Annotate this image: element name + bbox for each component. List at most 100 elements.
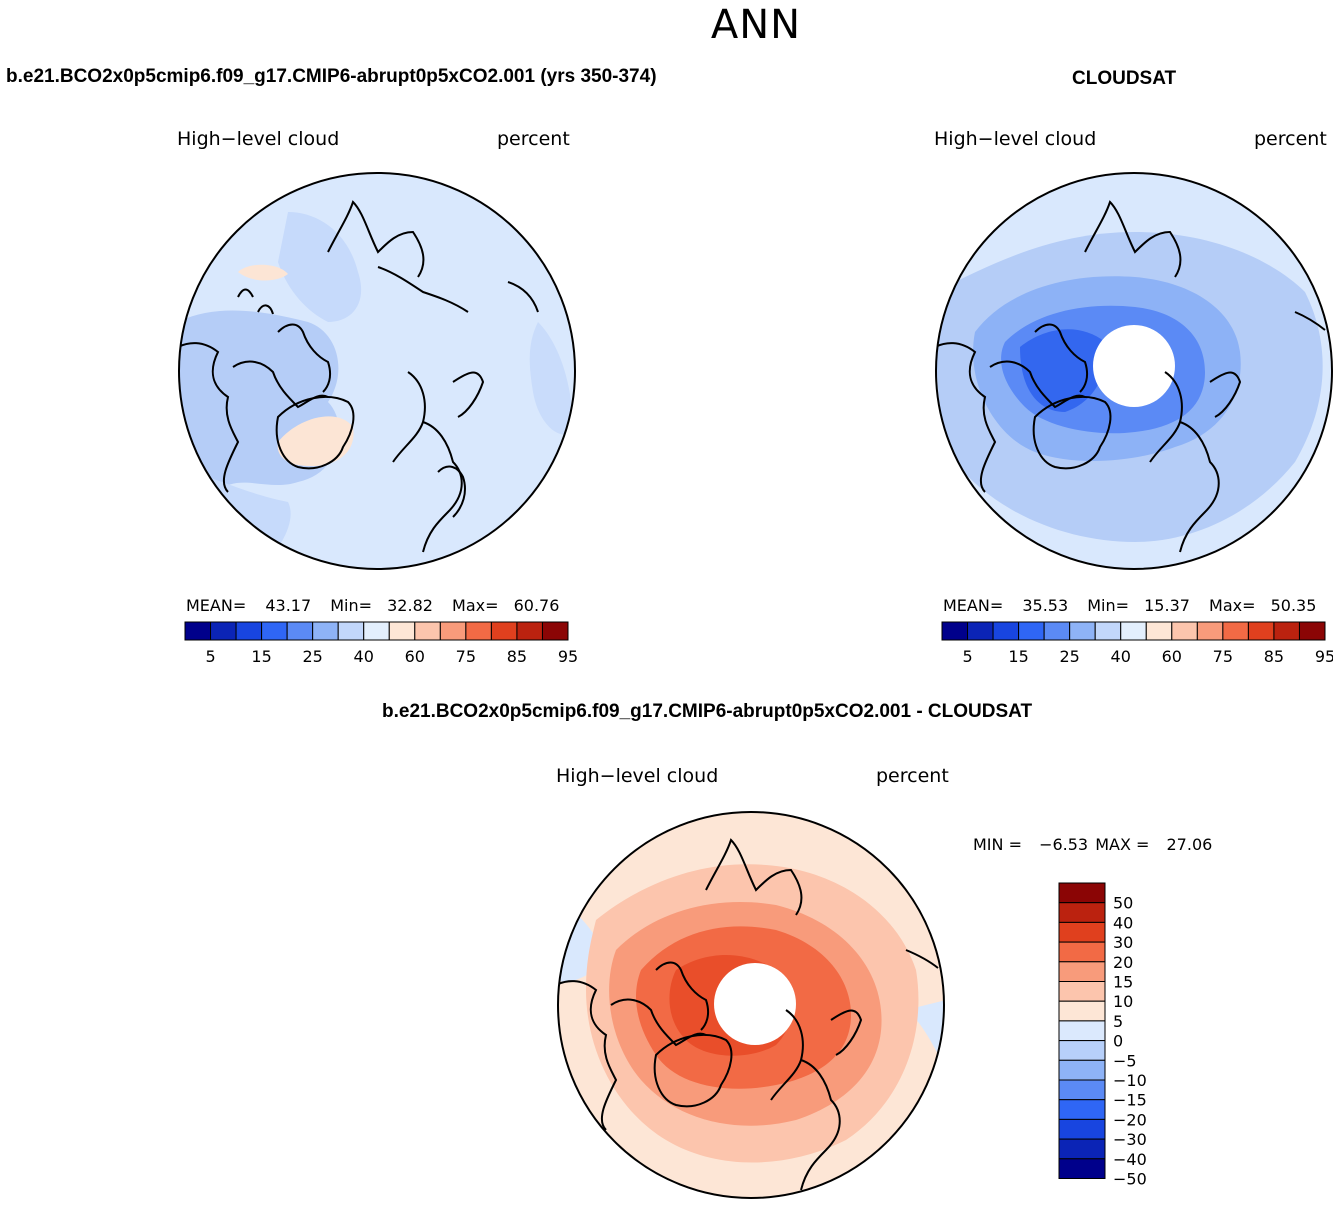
- diff-colorbar-label: 0: [1113, 1032, 1123, 1051]
- model-colorbar-box: [210, 621, 237, 641]
- diff-colorbar-label: 50: [1113, 894, 1133, 913]
- model-colorbar-label: 40: [354, 647, 374, 666]
- diff-stats: MIN = −6.53 MAX = 27.06: [973, 836, 1212, 854]
- model-map-border: [178, 172, 576, 570]
- model-polar-map: [178, 172, 576, 570]
- model-field-low-west: [179, 310, 340, 495]
- obs-units-label: percent: [1254, 128, 1327, 150]
- obs-colorbar-label: 60: [1162, 647, 1182, 666]
- obs-colorbar: 5 15 25 40 60 75 85 95: [941, 621, 1333, 666]
- obs-colorbar-box: [1018, 621, 1045, 641]
- model-colorbar-label: 5: [205, 647, 215, 666]
- diff-colorbar-box: [1058, 1099, 1106, 1120]
- diff-variable-label: High−level cloud: [556, 765, 719, 787]
- model-case-title: b.e21.BCO2x0p5cmip6.f09_g17.CMIP6-abrupt…: [6, 66, 657, 87]
- obs-colorbar-label: 75: [1213, 647, 1233, 666]
- model-colorbar-box: [286, 621, 314, 641]
- obs-colorbar-box: [1222, 621, 1249, 641]
- diff-min-value: −6.53: [1039, 835, 1089, 854]
- model-colorbar: 5 15 25 40 60 75 85 95: [184, 621, 578, 666]
- model-max-value: 60.76: [513, 596, 560, 615]
- diff-colorbar-label: 20: [1113, 953, 1133, 972]
- diff-colorbar-label: −20: [1113, 1110, 1147, 1129]
- diff-colorbar-label: 15: [1113, 973, 1133, 992]
- season-title: ANN: [710, 2, 802, 48]
- obs-colorbar-label: 40: [1111, 647, 1131, 666]
- diff-colorbar-label: 5: [1113, 1012, 1123, 1031]
- model-max-label: Max=: [452, 596, 499, 615]
- model-field-warm-greenland: [277, 416, 354, 467]
- obs-max-value: 50.35: [1270, 596, 1317, 615]
- diff-colorbar-box: [1058, 1000, 1106, 1022]
- model-colorbar-box: [337, 621, 365, 641]
- obs-colorbar-label: 25: [1059, 647, 1079, 666]
- diff-max-label: MAX =: [1095, 835, 1150, 854]
- obs-max-label: Max=: [1209, 596, 1256, 615]
- diff-colorbar-box: [1058, 1040, 1106, 1061]
- obs-colorbar-box: [941, 621, 969, 641]
- model-min-value: 32.82: [387, 596, 433, 615]
- obs-colorbar-label: 85: [1264, 647, 1284, 666]
- model-colorbar-label: 60: [405, 647, 425, 666]
- model-colorbar-box: [363, 621, 390, 641]
- obs-colorbar-label: 15: [1008, 647, 1028, 666]
- obs-colorbar-box: [1196, 621, 1224, 641]
- obs-map-border: [935, 172, 1333, 570]
- diff-colorbar-box: [1058, 1079, 1106, 1101]
- obs-min-label: Min=: [1087, 596, 1130, 615]
- diff-colorbar-box: [1058, 941, 1106, 963]
- model-mean-value: 43.17: [265, 596, 312, 615]
- model-units-label: percent: [497, 128, 570, 150]
- obs-colorbar-box: [1094, 621, 1122, 641]
- diff-colorbar-box: [1058, 902, 1106, 923]
- obs-colorbar-box: [1273, 621, 1300, 641]
- model-colorbar-box: [261, 621, 288, 641]
- obs-colorbar-box: [1145, 621, 1173, 641]
- obs-colorbar-label: 5: [962, 647, 972, 666]
- model-field-low-n: [278, 212, 362, 322]
- model-colorbar-box: [388, 621, 416, 641]
- diff-colorbar-box: [1058, 882, 1106, 904]
- model-coastlines: [179, 200, 539, 553]
- diff-map-border: [557, 811, 945, 1199]
- obs-colorbar-label: 95: [1315, 647, 1333, 666]
- diff-colorbar-label: −50: [1113, 1170, 1147, 1189]
- diff-colorbar-label: 40: [1113, 913, 1133, 932]
- model-field-warm-n: [238, 264, 288, 281]
- model-field-low-east: [529, 322, 573, 435]
- obs-polar-map: [935, 172, 1333, 570]
- model-colorbar-label: 25: [302, 647, 322, 666]
- diff-colorbar-label: 10: [1113, 992, 1133, 1011]
- model-colorbar-box: [516, 621, 543, 641]
- obs-stats: MEAN= 35.53 Min= 15.37 Max= 50.35: [943, 597, 1316, 615]
- model-min-label: Min=: [330, 596, 373, 615]
- diff-colorbar-label: −5: [1113, 1051, 1137, 1070]
- obs-coastlines: [936, 200, 1326, 553]
- obs-colorbar-box: [1120, 621, 1147, 641]
- diff-colorbar-box: [1058, 1020, 1106, 1042]
- obs-colorbar-box: [967, 621, 994, 641]
- model-stats: MEAN= 43.17 Min= 32.82 Max= 60.76: [186, 597, 559, 615]
- diff-colorbar-label: −30: [1113, 1130, 1147, 1149]
- model-colorbar-box: [414, 621, 441, 641]
- diff-colorbar-box: [1058, 1118, 1106, 1140]
- diff-colorbar-label: 30: [1113, 933, 1133, 952]
- diff-max-value: 27.06: [1166, 835, 1213, 854]
- diff-case-title: b.e21.BCO2x0p5cmip6.f09_g17.CMIP6-abrupt…: [382, 701, 1033, 722]
- obs-mean-label: MEAN=: [943, 596, 1004, 615]
- model-colorbar-box: [490, 621, 518, 641]
- obs-colorbar-box: [1247, 621, 1275, 641]
- model-variable-label: High−level cloud: [177, 128, 340, 150]
- model-colorbar-box: [235, 621, 263, 641]
- diff-colorbar-box: [1058, 921, 1106, 943]
- diff-coastlines: [558, 838, 939, 1191]
- model-colorbar-box: [184, 621, 212, 641]
- model-colorbar-box: [439, 621, 467, 641]
- obs-case-title: CLOUDSAT: [1072, 68, 1177, 89]
- model-mean-label: MEAN=: [186, 596, 247, 615]
- obs-colorbar-box: [1298, 621, 1326, 641]
- diff-min-label: MIN =: [973, 835, 1022, 854]
- diff-colorbar-box: [1058, 1138, 1106, 1160]
- obs-colorbar-box: [1171, 621, 1198, 641]
